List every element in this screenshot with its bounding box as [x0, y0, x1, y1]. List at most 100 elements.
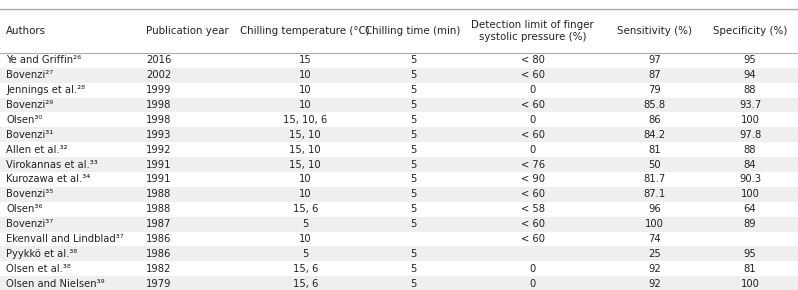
Text: Olsen³⁰: Olsen³⁰	[6, 115, 43, 125]
Text: 5: 5	[409, 145, 416, 155]
Text: Sensitivity (%): Sensitivity (%)	[617, 26, 692, 36]
Bar	[0, 276, 798, 290]
Text: 15, 6: 15, 6	[293, 264, 318, 274]
Text: < 60: < 60	[520, 100, 544, 110]
Text: Specificity (%): Specificity (%)	[713, 26, 788, 36]
Text: 1998: 1998	[146, 100, 172, 110]
Text: 5: 5	[409, 204, 416, 214]
Text: 5: 5	[409, 70, 416, 80]
Text: 1991: 1991	[146, 160, 172, 170]
Text: 10: 10	[299, 70, 311, 80]
Text: 84.2: 84.2	[643, 130, 666, 140]
Text: 100: 100	[645, 219, 664, 229]
Text: 1992: 1992	[146, 145, 172, 155]
Text: 1991: 1991	[146, 175, 172, 184]
Text: 81: 81	[744, 264, 757, 274]
Text: 79: 79	[648, 85, 661, 95]
Text: Jennings et al.²⁸: Jennings et al.²⁸	[6, 85, 85, 95]
Text: 15, 6: 15, 6	[293, 279, 318, 289]
Text: 15, 10: 15, 10	[290, 160, 321, 170]
Text: 92: 92	[648, 279, 661, 289]
Text: 1986: 1986	[146, 234, 172, 244]
Text: 95: 95	[744, 249, 757, 259]
Bar	[0, 172, 798, 187]
Text: 5: 5	[409, 219, 416, 229]
Text: 97: 97	[648, 55, 661, 65]
Text: 1988: 1988	[146, 189, 172, 199]
Text: Virokannas et al.³³: Virokannas et al.³³	[6, 160, 98, 170]
Text: Bovenzi³⁷: Bovenzi³⁷	[6, 219, 53, 229]
Text: Bovenzi³⁵: Bovenzi³⁵	[6, 189, 53, 199]
Text: 87.1: 87.1	[643, 189, 666, 199]
Text: 100: 100	[741, 279, 760, 289]
Text: 1986: 1986	[146, 249, 172, 259]
Text: < 58: < 58	[520, 204, 544, 214]
Text: < 60: < 60	[520, 70, 544, 80]
Text: Olsen and Nielsen³⁹: Olsen and Nielsen³⁹	[6, 279, 105, 289]
Bar	[0, 246, 798, 261]
Text: 2002: 2002	[146, 70, 172, 80]
Text: 5: 5	[409, 130, 416, 140]
Text: 92: 92	[648, 264, 661, 274]
Text: 25: 25	[648, 249, 661, 259]
Text: 15, 10: 15, 10	[290, 130, 321, 140]
Text: 1979: 1979	[146, 279, 172, 289]
Text: 10: 10	[299, 85, 311, 95]
Bar	[0, 113, 798, 127]
Text: 10: 10	[299, 175, 311, 184]
Text: Detection limit of finger
systolic pressure (%): Detection limit of finger systolic press…	[472, 20, 594, 41]
Bar	[0, 68, 798, 83]
Text: 93.7: 93.7	[739, 100, 761, 110]
Bar	[0, 217, 798, 231]
Text: Bovenzi²⁹: Bovenzi²⁹	[6, 100, 53, 110]
Text: 89: 89	[744, 219, 757, 229]
Text: 1987: 1987	[146, 219, 172, 229]
Text: 5: 5	[302, 219, 308, 229]
Text: < 60: < 60	[520, 234, 544, 244]
Text: 5: 5	[409, 264, 416, 274]
Text: Olsen³⁶: Olsen³⁶	[6, 204, 43, 214]
Text: 1998: 1998	[146, 115, 172, 125]
Text: 90.3: 90.3	[739, 175, 761, 184]
Text: 10: 10	[299, 234, 311, 244]
Text: 1999: 1999	[146, 85, 172, 95]
Text: Authors: Authors	[6, 26, 46, 36]
Bar	[0, 127, 798, 142]
Bar	[0, 231, 798, 246]
Bar	[0, 261, 798, 276]
Text: Bovenzi³¹: Bovenzi³¹	[6, 130, 53, 140]
Text: 0: 0	[530, 85, 535, 95]
Text: 15, 6: 15, 6	[293, 204, 318, 214]
Bar	[0, 9, 798, 53]
Text: 10: 10	[299, 189, 311, 199]
Text: 0: 0	[530, 264, 535, 274]
Bar	[0, 187, 798, 202]
Text: < 76: < 76	[520, 160, 545, 170]
Text: Ye and Griffin²⁶: Ye and Griffin²⁶	[6, 55, 81, 65]
Text: Allen et al.³²: Allen et al.³²	[6, 145, 68, 155]
Text: 15: 15	[298, 55, 311, 65]
Text: 87: 87	[648, 70, 661, 80]
Text: 5: 5	[409, 175, 416, 184]
Text: 95: 95	[744, 55, 757, 65]
Text: 5: 5	[409, 115, 416, 125]
Bar	[0, 53, 798, 68]
Text: 2016: 2016	[146, 55, 172, 65]
Text: 15, 10, 6: 15, 10, 6	[283, 115, 327, 125]
Text: 64: 64	[744, 204, 757, 214]
Bar	[0, 83, 798, 98]
Text: 94: 94	[744, 70, 757, 80]
Text: 96: 96	[648, 204, 661, 214]
Text: < 60: < 60	[520, 189, 544, 199]
Text: 81.7: 81.7	[643, 175, 666, 184]
Text: Publication year: Publication year	[146, 26, 229, 36]
Text: 0: 0	[530, 279, 535, 289]
Text: 15, 10: 15, 10	[290, 145, 321, 155]
Text: 5: 5	[409, 85, 416, 95]
Text: 10: 10	[299, 100, 311, 110]
Text: < 90: < 90	[520, 175, 544, 184]
Text: 5: 5	[302, 249, 308, 259]
Bar	[0, 98, 798, 113]
Text: Pyykkö et al.³⁸: Pyykkö et al.³⁸	[6, 249, 77, 259]
Text: 5: 5	[409, 100, 416, 110]
